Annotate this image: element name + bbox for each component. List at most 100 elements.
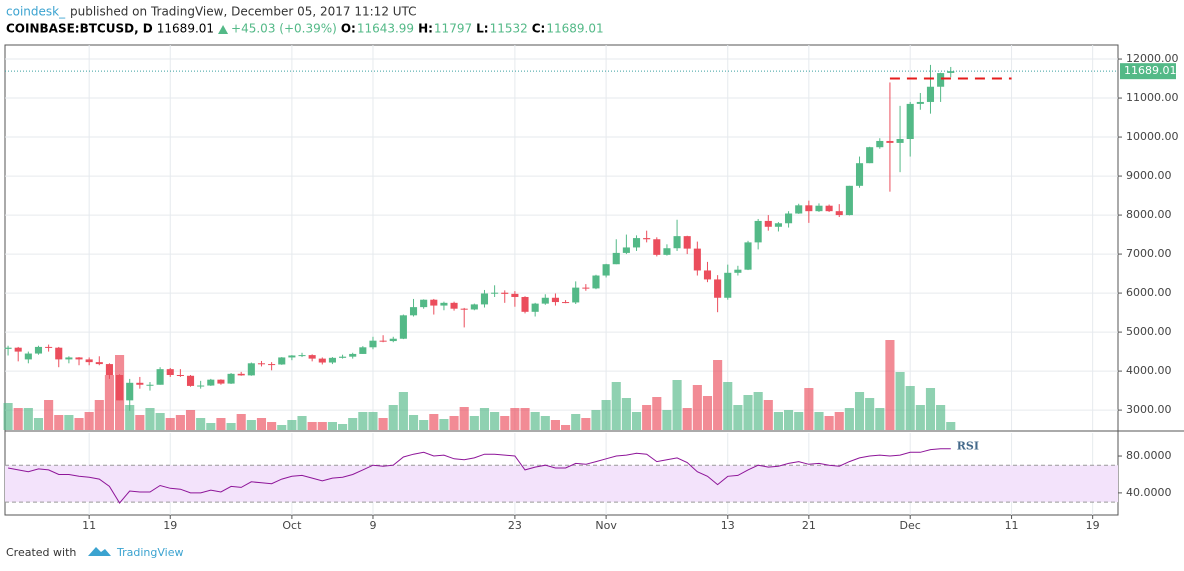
candle-body bbox=[257, 363, 266, 365]
candle-body bbox=[24, 353, 32, 360]
volume-bar bbox=[662, 410, 672, 430]
volume-bar bbox=[520, 408, 530, 430]
volume-bar bbox=[145, 408, 155, 430]
candle-body bbox=[612, 252, 620, 265]
price-label-box bbox=[1120, 63, 1176, 80]
rsi-band bbox=[5, 465, 1118, 503]
candle-body bbox=[551, 297, 559, 303]
volume-bar bbox=[865, 398, 875, 430]
volume-bar bbox=[702, 396, 713, 430]
volume-bar bbox=[33, 418, 44, 430]
footer-brand[interactable]: TradingView bbox=[116, 546, 183, 559]
volume-bar bbox=[844, 408, 854, 430]
volume-bar bbox=[854, 392, 865, 430]
candle-body bbox=[774, 223, 782, 227]
candle-body bbox=[926, 86, 935, 102]
volume-bar bbox=[307, 422, 317, 430]
volume-bar bbox=[540, 416, 550, 430]
legend-text: COINBASE:BTCUSD, D bbox=[6, 22, 153, 36]
candle-body bbox=[572, 287, 580, 303]
volume-bar bbox=[784, 410, 794, 430]
legend-text: 11532 bbox=[490, 22, 528, 36]
candle-body bbox=[815, 205, 823, 212]
candle-body bbox=[227, 373, 235, 384]
legend-text: O: bbox=[341, 22, 356, 36]
candle-body bbox=[450, 302, 458, 309]
volume-bar bbox=[611, 382, 621, 430]
volume-bar bbox=[216, 418, 226, 430]
y-tick-label: 3000.00 bbox=[1126, 403, 1172, 416]
legend-text: L: bbox=[476, 22, 488, 36]
candle-body bbox=[389, 338, 397, 342]
volume-bar bbox=[733, 405, 743, 430]
candle-body bbox=[714, 279, 722, 298]
volume-bar bbox=[256, 418, 267, 430]
x-tick-label: 9 bbox=[369, 519, 376, 532]
volume-bar bbox=[692, 385, 702, 430]
candle-body bbox=[876, 140, 884, 148]
candle-body bbox=[866, 147, 874, 164]
candle-body bbox=[622, 247, 630, 253]
y-tick-label: 10000.00 bbox=[1126, 130, 1179, 143]
candle-body bbox=[4, 347, 12, 349]
candle-body bbox=[470, 304, 478, 310]
candle-body bbox=[521, 296, 529, 312]
volume-bar bbox=[317, 422, 327, 430]
candle-body bbox=[217, 379, 225, 384]
legend-text: 11689.01 bbox=[546, 22, 603, 36]
candle-body bbox=[126, 382, 134, 401]
candle-body bbox=[460, 308, 468, 310]
candle-body bbox=[683, 236, 691, 249]
rsi-line bbox=[8, 448, 951, 504]
candle-body bbox=[764, 220, 772, 227]
x-tick-label: 19 bbox=[1086, 519, 1100, 532]
up-arrow bbox=[218, 25, 229, 34]
volume-bar bbox=[459, 407, 469, 430]
y-tick-label: 4000.00 bbox=[1126, 364, 1172, 377]
candle-body bbox=[247, 363, 255, 376]
volume-bar bbox=[621, 398, 631, 430]
candle-body bbox=[602, 264, 610, 276]
volume-bar bbox=[905, 386, 915, 430]
candle-body bbox=[176, 375, 184, 376]
volume-bar bbox=[287, 420, 297, 430]
y-tick-label: 6000.00 bbox=[1126, 286, 1172, 299]
candle-body bbox=[825, 205, 833, 212]
candle-body bbox=[318, 358, 326, 363]
volume-bar bbox=[64, 415, 74, 430]
candle-body bbox=[511, 293, 519, 297]
candle-body bbox=[339, 356, 347, 358]
candle-body bbox=[653, 239, 661, 255]
candle-body bbox=[409, 307, 418, 316]
volume-bar bbox=[206, 423, 216, 430]
candle-body bbox=[268, 364, 276, 366]
volume-bar bbox=[155, 413, 165, 430]
candle-body bbox=[632, 238, 641, 248]
volume-bar bbox=[368, 412, 378, 430]
volume-bar bbox=[226, 423, 236, 430]
volume-bar bbox=[54, 415, 64, 430]
volume-bar bbox=[175, 415, 185, 430]
candle-body bbox=[855, 163, 864, 186]
candle-body bbox=[288, 355, 296, 358]
legend-text: 11643.99 bbox=[357, 22, 414, 36]
legend-text: 11797 bbox=[434, 22, 472, 36]
candle-body bbox=[359, 347, 367, 354]
candle-body bbox=[45, 346, 53, 348]
x-tick-label: Oct bbox=[282, 519, 302, 532]
volume-bar bbox=[104, 375, 114, 430]
candle-body bbox=[754, 220, 762, 243]
volume-bar bbox=[236, 414, 246, 430]
candle-body bbox=[947, 71, 955, 73]
volume-bar bbox=[713, 360, 723, 430]
volume-bar bbox=[469, 416, 479, 430]
volume-bar bbox=[895, 372, 905, 430]
x-tick-label: 19 bbox=[163, 519, 177, 532]
candle-body bbox=[379, 340, 387, 342]
legend: COINBASE:BTCUSD, D 11689.01 +45.03 (+0.39%… bbox=[6, 22, 604, 36]
candle-body bbox=[237, 373, 245, 376]
volume-bar bbox=[378, 418, 388, 430]
author: coindesk_ bbox=[6, 5, 66, 19]
brand-logo bbox=[88, 547, 111, 556]
volume-bar bbox=[94, 400, 104, 430]
